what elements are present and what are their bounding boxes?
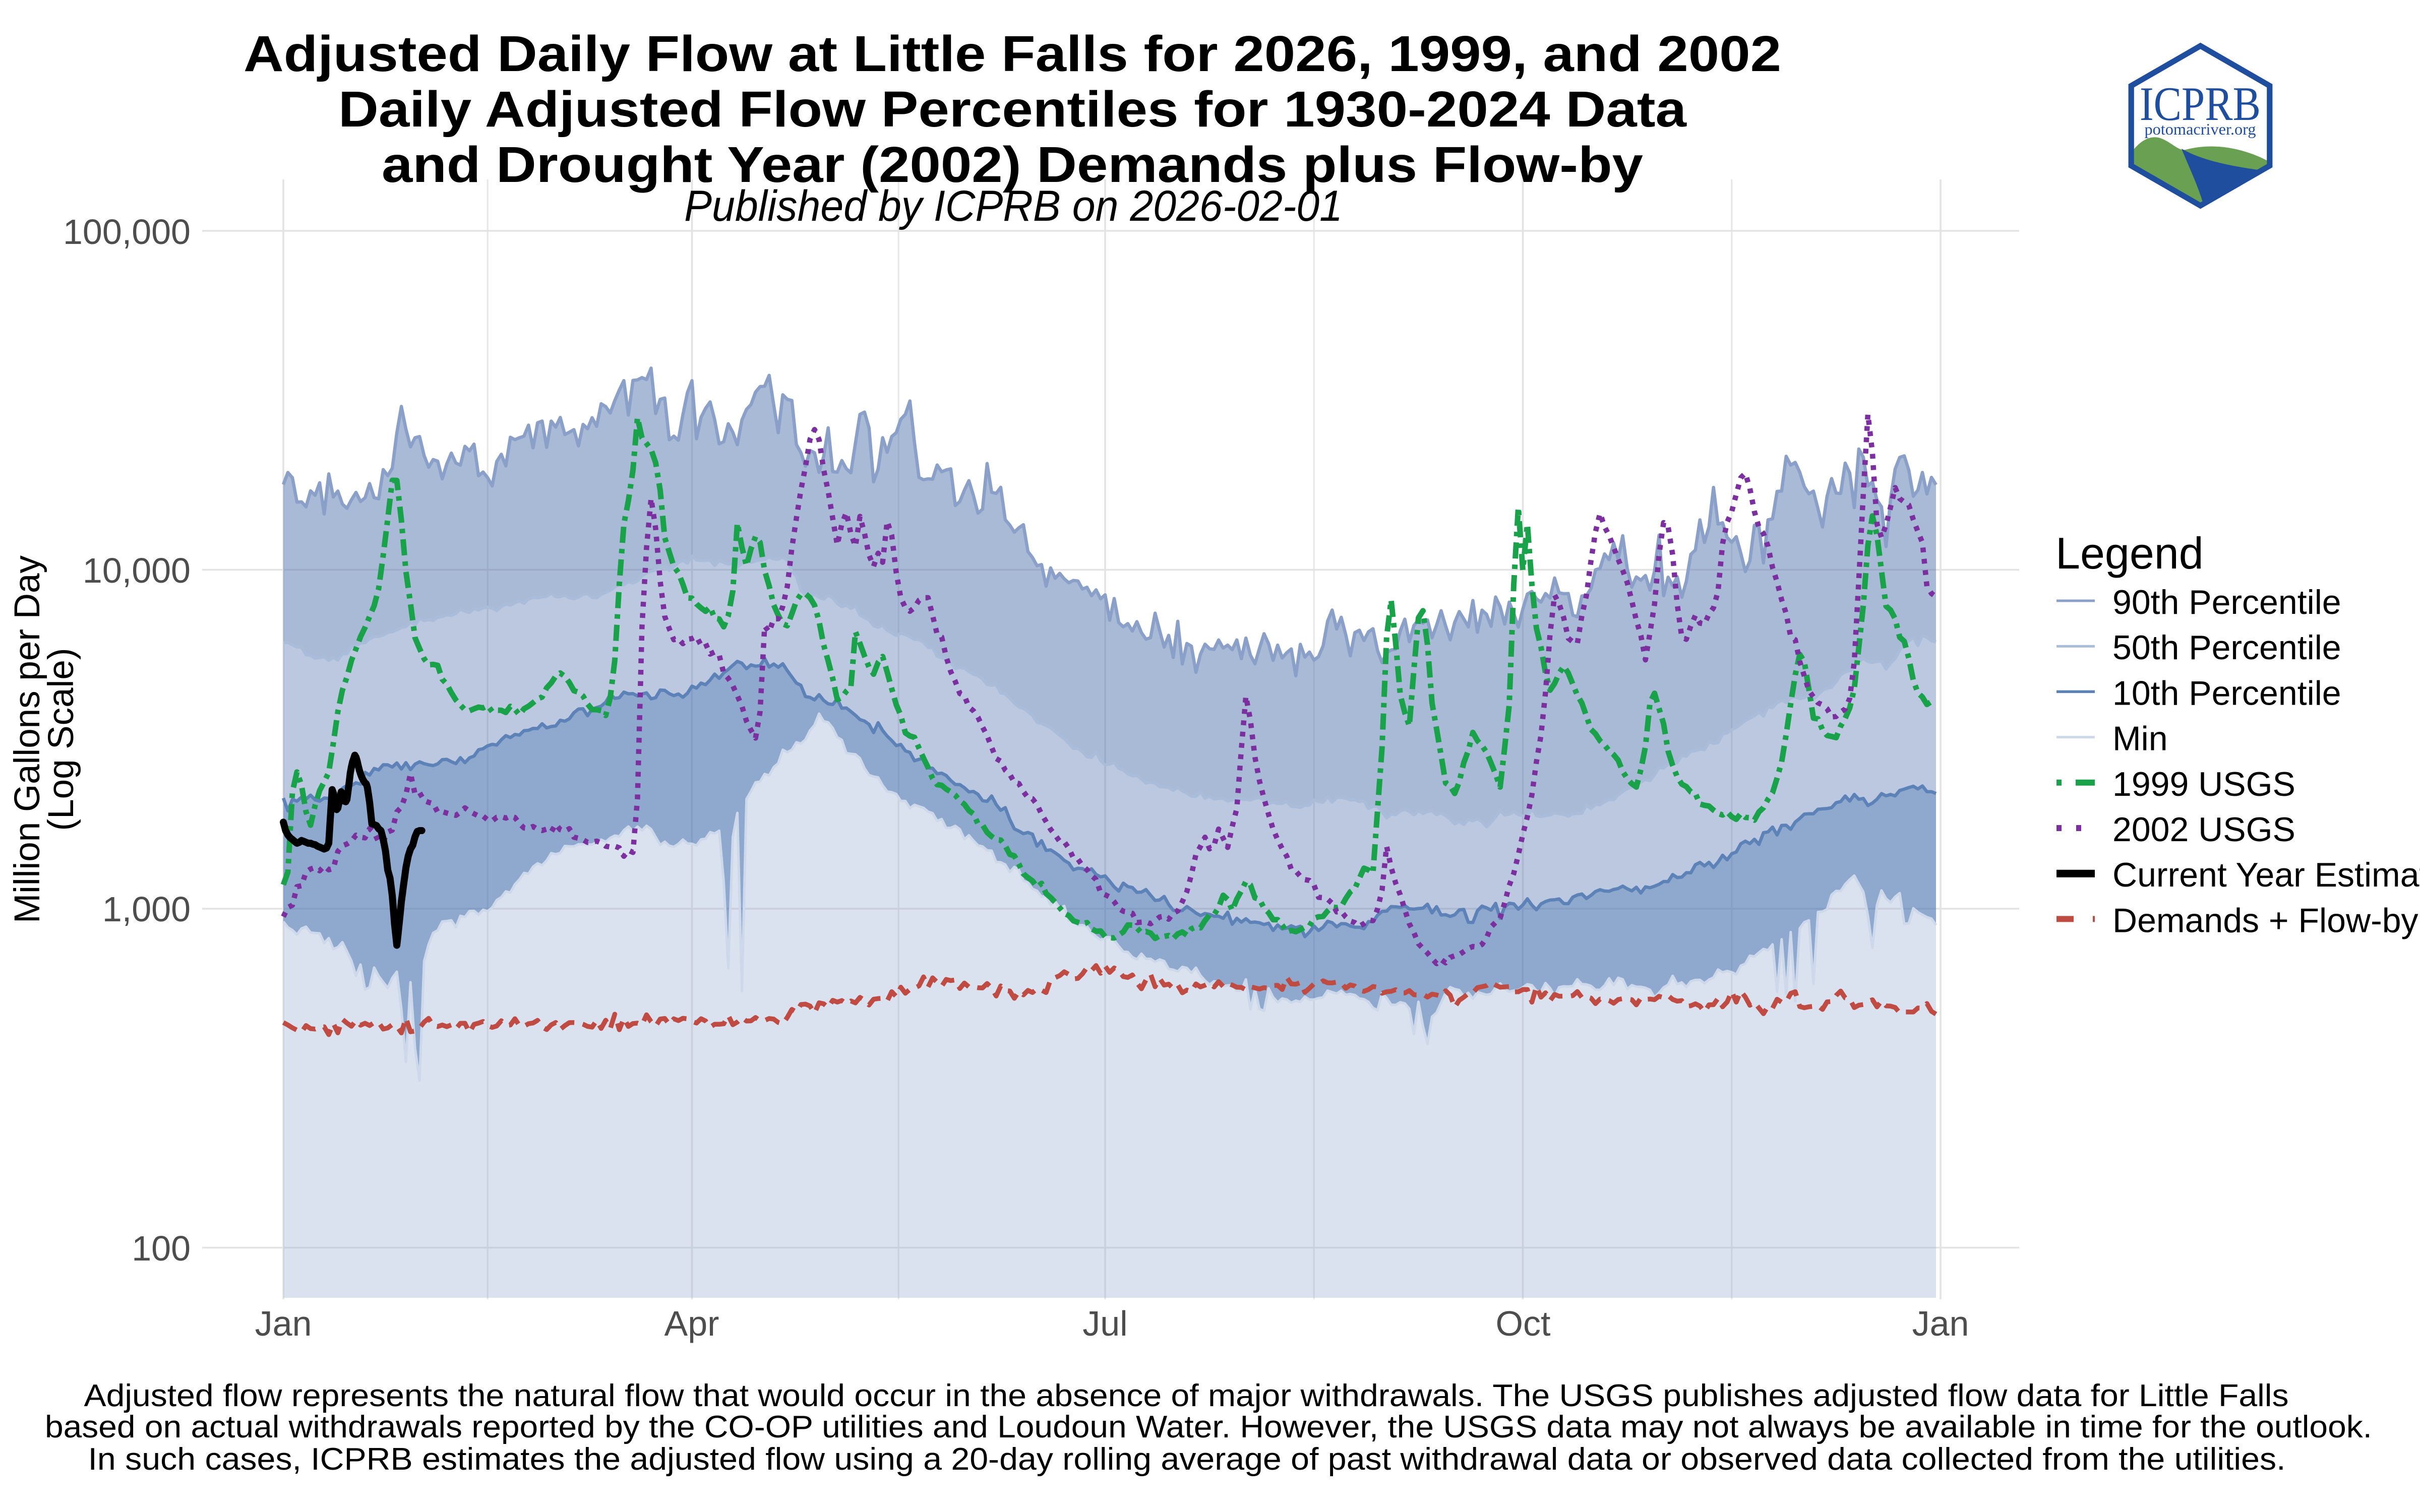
svg-text:Million Gallons per Day: Million Gallons per Day: [8, 555, 47, 924]
svg-text:90th Percentile: 90th Percentile: [2112, 583, 2341, 621]
svg-text:Apr: Apr: [664, 1304, 719, 1343]
svg-text:based on actual withdrawals re: based on actual withdrawals reported by …: [45, 1410, 2372, 1444]
svg-text:Min: Min: [2112, 720, 2168, 758]
svg-text:Jul: Jul: [1082, 1304, 1127, 1343]
svg-text:In such cases, ICPRB estimates: In such cases, ICPRB estimates the adjus…: [88, 1442, 2286, 1477]
svg-text:Legend: Legend: [2055, 528, 2204, 578]
svg-text:50th Percentile: 50th Percentile: [2112, 628, 2341, 667]
svg-text:Jan: Jan: [1912, 1304, 1969, 1343]
svg-text:potomacriver.org: potomacriver.org: [2145, 120, 2256, 138]
svg-text:Oct: Oct: [1496, 1304, 1551, 1343]
svg-text:and Drought Year (2002) Demand: and Drought Year (2002) Demands plus Flo…: [382, 137, 1643, 193]
svg-text:Published by ICPRB on 2026-02-: Published by ICPRB on 2026-02-01: [684, 182, 1343, 230]
svg-text:Daily Adjusted Flow Percentile: Daily Adjusted Flow Percentiles for 1930…: [338, 81, 1687, 138]
svg-text:100: 100: [132, 1229, 191, 1268]
svg-text:10th Percentile: 10th Percentile: [2112, 674, 2341, 712]
svg-text:100,000: 100,000: [63, 212, 191, 251]
svg-text:2002 USGS: 2002 USGS: [2112, 810, 2295, 849]
svg-text:1,000: 1,000: [102, 890, 191, 929]
svg-text:10,000: 10,000: [83, 551, 191, 590]
svg-text:1999 USGS: 1999 USGS: [2112, 765, 2295, 803]
svg-text:(Log Scale): (Log Scale): [41, 648, 81, 831]
svg-text:Demands + Flow-by: Demands + Flow-by: [2112, 901, 2418, 939]
svg-text:Adjusted flow represents the n: Adjusted flow represents the natural flo…: [84, 1378, 2289, 1413]
svg-text:Adjusted Daily Flow at Little: Adjusted Daily Flow at Little Falls for …: [244, 26, 1781, 82]
svg-text:ICPRB: ICPRB: [2140, 77, 2261, 131]
svg-text:Current Year Estimate: Current Year Estimate: [2112, 856, 2420, 894]
svg-text:Jan: Jan: [255, 1304, 312, 1343]
